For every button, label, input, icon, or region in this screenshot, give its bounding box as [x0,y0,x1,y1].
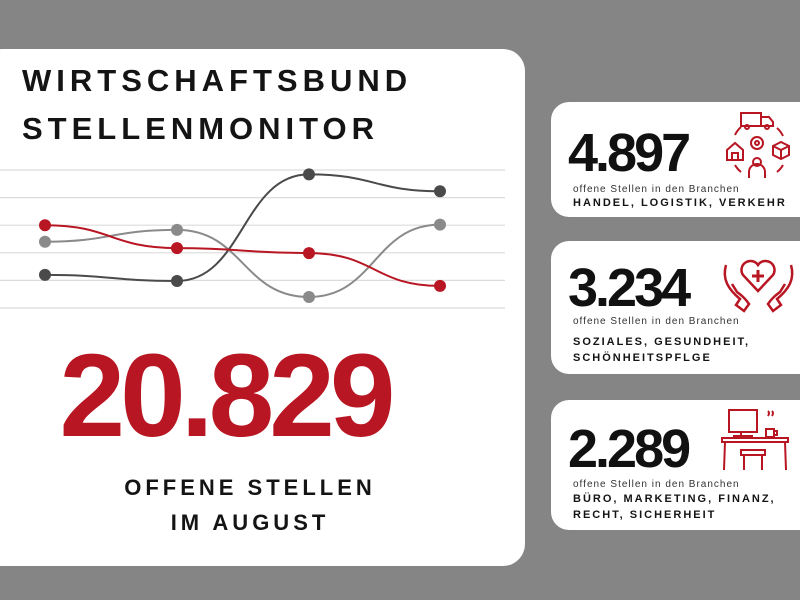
card-handel: 4.897 offene Stellen in den Branchen HAN… [551,102,800,217]
data-point-red [171,242,183,255]
data-point-dark [434,185,446,198]
main-panel: WIRTSCHAFTSBUND STELLENMONITOR 20.829 OF… [0,49,525,566]
title-line-2: STELLENMONITOR [22,111,380,146]
office-desk-icon [721,409,789,471]
data-point-dark [303,168,315,181]
card-number: 2.289 [568,419,691,479]
card-buero: 2.289 offene Stellen in den Branchen BÜR… [551,400,800,530]
card-category: SOZIALES, GESUNDHEIT, SCHÖNHEITSPFLGE [573,336,751,364]
data-point-gray [39,235,51,248]
series-line-gray [44,223,441,298]
series-line-dark [44,173,441,282]
series-line-red [44,224,441,287]
logistics-cycle-icon [726,112,790,178]
data-point-dark [39,268,51,281]
title-line-1: WIRTSCHAFTSBUND [22,63,413,98]
card-subtitle: offene Stellen in den Branchen [573,479,740,490]
total-open-positions: 20.829 [59,330,396,462]
data-point-red [434,279,446,292]
card-category: BÜRO, MARKETING, FINANZ, RECHT, SICHERHE… [573,493,776,521]
card-soziales: 3.234 offene Stellen in den Branchen SOZ… [551,241,800,374]
card-number: 3.234 [568,258,691,318]
card-number: 4.897 [568,123,691,183]
data-point-dark [171,274,183,287]
total-label-line-1: OFFENE STELLEN [124,475,376,500]
hands-heart-icon [723,259,794,313]
data-point-gray [171,223,183,236]
card-subtitle: offene Stellen in den Branchen [573,184,740,195]
card-category: HANDEL, LOGISTIK, VERKEHR [573,197,787,209]
data-point-red [39,219,51,232]
total-label-line-2: IM AUGUST [170,510,330,535]
card-subtitle: offene Stellen in den Branchen [573,316,740,327]
data-point-red [303,247,315,260]
data-point-gray [303,290,315,303]
trend-line-chart [0,168,505,309]
data-point-gray [434,218,446,231]
